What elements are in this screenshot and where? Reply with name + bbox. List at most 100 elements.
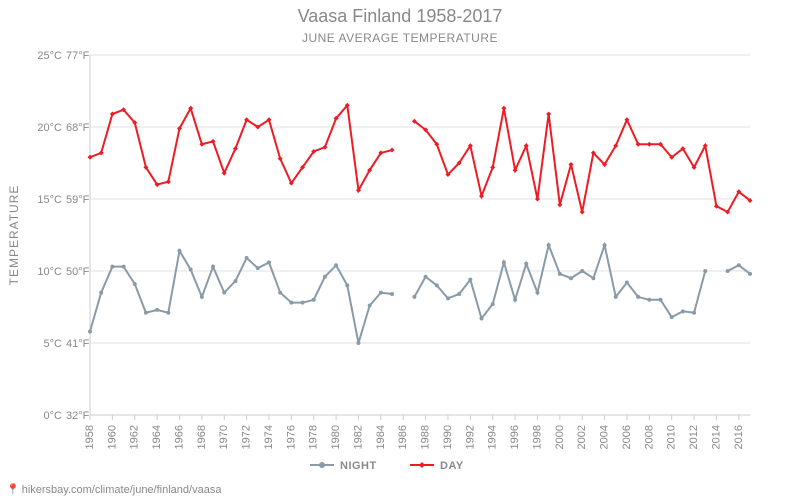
x-tick-label: 2010 [666,425,678,449]
x-tick-label: 1988 [420,425,432,449]
x-tick-label: 1998 [531,425,543,449]
series-marker [177,249,181,253]
series-marker [726,269,730,273]
x-tick-label: 1990 [442,425,454,449]
series-marker [368,304,372,308]
series-marker [166,311,170,315]
series-marker [591,276,595,280]
legend-day: DAY [440,460,464,472]
series-marker [144,311,148,315]
x-tick-label: 1986 [397,425,409,449]
y-tick-left: 10°C [37,266,62,278]
chart-container: Vaasa Finland 1958-2017 JUNE AVERAGE TEMP… [0,0,800,500]
y-tick-right: 68°F [66,122,90,134]
series-marker [289,301,293,305]
series-marker [468,278,472,282]
y-tick-left: 0°C [44,410,63,422]
x-tick-label: 1984 [375,425,387,449]
x-tick-label: 1960 [106,425,118,449]
series-marker [278,291,282,295]
y-tick-right: 77°F [66,50,90,62]
x-tick-label: 2014 [710,425,722,449]
series-marker [200,295,204,299]
series-marker [301,301,305,305]
x-tick-label: 1982 [352,425,364,449]
x-tick-label: 2008 [643,425,655,449]
series-marker [692,311,696,315]
series-marker [334,263,338,267]
series-marker [524,262,528,266]
series-marker [323,275,327,279]
chart-svg: Vaasa Finland 1958-2017 JUNE AVERAGE TEMP… [0,0,800,500]
series-marker [256,266,260,270]
series-marker [412,295,416,299]
series-marker [312,298,316,302]
series-marker [222,291,226,295]
footer: 📍hikersbay.com/climate/june/finland/vaas… [6,483,221,496]
y-tick-right: 41°F [66,338,90,350]
series-marker [636,295,640,299]
series-marker [480,317,484,321]
series-marker [580,269,584,273]
series-marker [211,265,215,269]
x-tick-label: 2004 [599,425,611,449]
y-axis-label: TEMPERATURE [7,185,21,286]
x-tick-label: 1980 [330,425,342,449]
series-marker [379,291,383,295]
x-tick-label: 1964 [151,425,163,449]
x-tick-label: 1966 [173,425,185,449]
series-marker [245,256,249,260]
series-marker [267,260,271,264]
series-marker [502,260,506,264]
x-tick-label: 2006 [621,425,633,449]
chart-title: Vaasa Finland 1958-2017 [298,6,503,26]
y-tick-left: 15°C [37,194,62,206]
series-marker [390,292,394,296]
x-tick-label: 1976 [285,425,297,449]
series-marker [547,243,551,247]
series-marker [491,302,495,306]
series-marker [558,272,562,276]
y-tick-left: 25°C [37,50,62,62]
series-marker [535,291,539,295]
series-marker [356,341,360,345]
series-marker [345,283,349,287]
series-marker [625,281,629,285]
series-marker [233,279,237,283]
series-marker [457,292,461,296]
x-tick-label: 1994 [487,425,499,449]
series-marker [659,298,663,302]
series-marker [435,283,439,287]
legend-night: NIGHT [340,460,377,472]
series-marker [748,272,752,276]
series-marker [681,309,685,313]
x-tick-label: 2002 [576,425,588,449]
series-marker [703,269,707,273]
series-marker [647,298,651,302]
series-marker [110,265,114,269]
x-tick-label: 1972 [241,425,253,449]
x-tick-label: 2000 [554,425,566,449]
series-marker [513,298,517,302]
x-tick-label: 1958 [84,425,96,449]
y-tick-left: 20°C [37,122,62,134]
x-tick-label: 1978 [308,425,320,449]
x-tick-label: 1970 [218,425,230,449]
series-marker [133,282,137,286]
series-marker [189,268,193,272]
x-tick-label: 1974 [263,425,275,449]
y-tick-right: 32°F [66,410,90,422]
x-tick-label: 1968 [196,425,208,449]
series-marker [122,265,126,269]
series-marker [155,308,159,312]
y-tick-left: 5°C [44,338,63,350]
series-marker [424,275,428,279]
x-tick-label: 2016 [733,425,745,449]
series-marker [99,291,103,295]
footer-url: hikersbay.com/climate/june/finland/vaasa [22,484,222,496]
series-marker [446,296,450,300]
x-tick-label: 1962 [129,425,141,449]
series-marker [737,263,741,267]
chart-subtitle: JUNE AVERAGE TEMPERATURE [302,31,498,45]
series-marker [670,315,674,319]
